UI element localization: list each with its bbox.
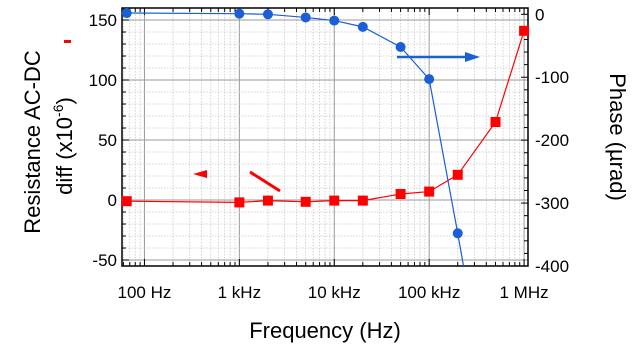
y-left-axis-title-exponent: -6 — [50, 104, 66, 117]
x-tick-label: 1 MHz — [500, 283, 549, 302]
series-phase-point — [262, 9, 273, 20]
series-phase-line — [126, 12, 465, 267]
x-tick-label: 10 kHz — [308, 283, 361, 302]
x-tick-label: 1 kHz — [218, 283, 261, 302]
y-right-tick-label: -400 — [535, 257, 569, 276]
red-marker-decoration — [64, 40, 71, 43]
tick-labels: 100 Hz 1 kHz 10 kHz 100 kHz 1 MHz 150 100 50 0 -5… — [89, 5, 569, 302]
y-left-axis-title-line2: diff (x10-6) — [50, 97, 77, 195]
grid — [122, 8, 528, 266]
series-phase-point — [329, 15, 340, 26]
series-phase-point — [234, 8, 245, 19]
series-resistance-point — [424, 186, 435, 197]
series-resistance-point — [300, 196, 311, 207]
y-right-tick-label: 0 — [535, 5, 544, 24]
series-resistance-point — [234, 197, 245, 208]
y-left-axis-title-line1: Resistance AC-DC — [20, 50, 45, 234]
series-resistance-point — [519, 25, 530, 36]
right-axis-arrow — [397, 52, 480, 62]
left-axis-arrow — [193, 170, 281, 193]
series-phase-point — [300, 12, 311, 23]
y-left-axis-title-part-b: ) — [52, 97, 77, 104]
series-resistance-point — [262, 195, 273, 206]
y-right-axis-title: Phase (µrad) — [605, 73, 630, 201]
x-axis-title: Frequency (Hz) — [249, 318, 401, 343]
series-resistance-point — [490, 117, 501, 127]
x-tick-label: 100 kHz — [398, 283, 460, 302]
series-phase-point — [424, 74, 435, 85]
series-resistance-point — [395, 189, 406, 199]
series-resistance-point — [121, 196, 132, 207]
y-left-tick-label: -50 — [92, 251, 117, 270]
series-resistance-point — [329, 195, 340, 206]
y-left-tick-label: 150 — [89, 11, 117, 30]
series-resistance-point — [452, 169, 463, 180]
y-right-tick-label: -300 — [535, 194, 569, 213]
y-left-axis-title-part-a: diff (x10 — [52, 117, 77, 195]
series-phase-point — [395, 42, 406, 53]
series-resistance — [121, 25, 530, 208]
x-tick-label: 100 Hz — [118, 283, 172, 302]
y-left-tick-label: 0 — [108, 191, 117, 210]
series-phase-point — [121, 8, 132, 19]
series-phase — [121, 8, 465, 267]
series-phase-point — [357, 21, 368, 32]
y-left-tick-label: 50 — [98, 131, 117, 150]
series-resistance-point — [357, 195, 368, 206]
y-right-tick-label: -200 — [535, 131, 569, 150]
y-left-tick-label: 100 — [89, 71, 117, 90]
series-phase-point — [452, 228, 463, 239]
y-right-tick-label: -100 — [535, 68, 569, 87]
